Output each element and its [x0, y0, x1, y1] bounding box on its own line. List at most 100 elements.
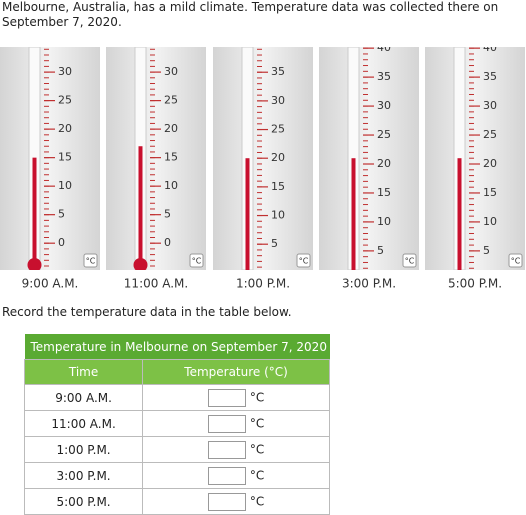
tick-label: 10 — [377, 215, 391, 228]
tick-label: 20 — [58, 122, 72, 135]
unit-label: °C — [249, 442, 265, 456]
tick-label: 25 — [58, 94, 72, 107]
panel — [106, 47, 206, 270]
tick-label: 15 — [271, 180, 285, 193]
unit-box — [508, 253, 523, 268]
table-row: 11:00 A.M. °C — [23, 410, 330, 437]
thermometer: 0 5 10 15 20 25 30 °C — [0, 47, 100, 270]
unit-label: °C — [299, 257, 309, 266]
thermometer: 5 10 15 20 25 30 35 40 °C — [319, 41, 419, 270]
bulb — [27, 258, 42, 270]
unit-box — [402, 253, 417, 268]
answer-input[interactable] — [207, 414, 246, 433]
mercury — [457, 158, 462, 270]
tick-label: 25 — [271, 123, 285, 136]
tick-label: 5 — [377, 244, 384, 257]
answer-input[interactable] — [207, 466, 246, 485]
unit-box — [83, 253, 98, 268]
answer-input[interactable] — [207, 492, 246, 511]
time-cell: 1:00 P.M. — [23, 436, 144, 463]
tick-label: 15 — [164, 151, 178, 164]
answer-cell: °C — [142, 488, 330, 515]
unit-label: °C — [249, 494, 265, 508]
tick-label: 10 — [164, 179, 178, 192]
time-label: 11:00 A.M. — [124, 277, 188, 291]
table-row: 9:00 A.M. °C — [23, 384, 330, 411]
time-cell: 11:00 A.M. — [23, 410, 144, 437]
thermometer: 5 10 15 20 25 30 35 40 °C — [425, 41, 525, 270]
tick-label: 15 — [377, 186, 391, 199]
tick-label: 20 — [377, 157, 391, 170]
thermometers: 0 5 10 15 20 25 30 °C 9:00 A.M. 0 5 10 15 20 25 30 °C 11:… — [0, 41, 525, 291]
tick-label: 15 — [58, 151, 72, 164]
time-cell: 9:00 A.M. — [23, 384, 144, 411]
tick-label: 0 — [58, 236, 65, 249]
tick-label: 5 — [164, 208, 171, 221]
unit-label: °C — [249, 416, 265, 430]
tick-label: 15 — [483, 186, 497, 199]
tick-label: 20 — [483, 157, 497, 170]
tick-label: 20 — [164, 122, 178, 135]
column-header: Time — [23, 359, 144, 385]
tick-label: 35 — [377, 70, 391, 83]
tick-label: 30 — [483, 99, 497, 112]
time-label: 9:00 A.M. — [22, 277, 79, 291]
answer-cell: °C — [142, 384, 330, 411]
answer-input[interactable] — [207, 388, 246, 407]
answer-input[interactable] — [207, 440, 246, 459]
tick-label: 30 — [164, 65, 178, 78]
panel — [425, 47, 525, 270]
panel — [319, 47, 419, 270]
table-row: 1:00 P.M. °C — [23, 436, 330, 463]
column-header: Temperature (°C) — [142, 359, 330, 385]
table-row: 3:00 P.M. °C — [23, 462, 330, 489]
time-cell: 3:00 P.M. — [23, 462, 144, 489]
tick-label: 5 — [271, 237, 278, 250]
tick-label: 25 — [483, 128, 497, 141]
tick-label: 10 — [483, 215, 497, 228]
unit-label: °C — [86, 257, 96, 266]
intro-text: Melbourne, Australia, has a mild climate… — [2, 0, 499, 29]
time-label: 3:00 P.M. — [342, 277, 396, 291]
table-title: Temperature in Melbourne on September 7,… — [24, 334, 330, 360]
tick-label: 5 — [483, 244, 490, 257]
answer-cell: °C — [142, 410, 330, 437]
tick-label: 0 — [164, 236, 171, 249]
table-row: 5:00 P.M. °C — [23, 488, 330, 515]
data-table: Temperature in Melbourne on September 7,… — [23, 334, 330, 515]
answer-cell: °C — [142, 436, 330, 463]
panel — [0, 47, 100, 270]
thermometer: 5 10 15 20 25 30 35 °C — [213, 47, 313, 270]
unit-box — [296, 253, 311, 268]
mercury — [32, 157, 37, 270]
time-cell: 5:00 P.M. — [23, 488, 144, 515]
answer-cell: °C — [142, 462, 330, 489]
tick-label: 25 — [164, 94, 178, 107]
tick-label: 25 — [377, 128, 391, 141]
tick-label: 30 — [271, 94, 285, 107]
unit-box — [189, 253, 204, 268]
tick-label: 10 — [271, 209, 285, 222]
mercury — [245, 158, 250, 270]
tick-label: 10 — [58, 179, 72, 192]
unit-label: °C — [192, 257, 202, 266]
tick-label: 30 — [377, 99, 391, 112]
tick-label: 5 — [58, 208, 65, 221]
tick-label: 40 — [377, 41, 391, 54]
bulb — [133, 258, 148, 270]
unit-label: °C — [249, 390, 265, 404]
time-label: 5:00 P.M. — [448, 277, 502, 291]
instruction: Record the temperature data in the table… — [2, 305, 292, 319]
tick-label: 35 — [271, 65, 285, 78]
unit-label: °C — [511, 257, 521, 266]
unit-label: °C — [405, 257, 415, 266]
thermometer: 0 5 10 15 20 25 30 °C — [106, 47, 206, 270]
mercury — [351, 158, 356, 270]
tick-label: 30 — [58, 65, 72, 78]
tick-label: 20 — [271, 151, 285, 164]
tick-label: 40 — [483, 41, 497, 54]
tick-label: 35 — [483, 70, 497, 83]
unit-label: °C — [249, 468, 265, 482]
time-label: 1:00 P.M. — [236, 277, 290, 291]
